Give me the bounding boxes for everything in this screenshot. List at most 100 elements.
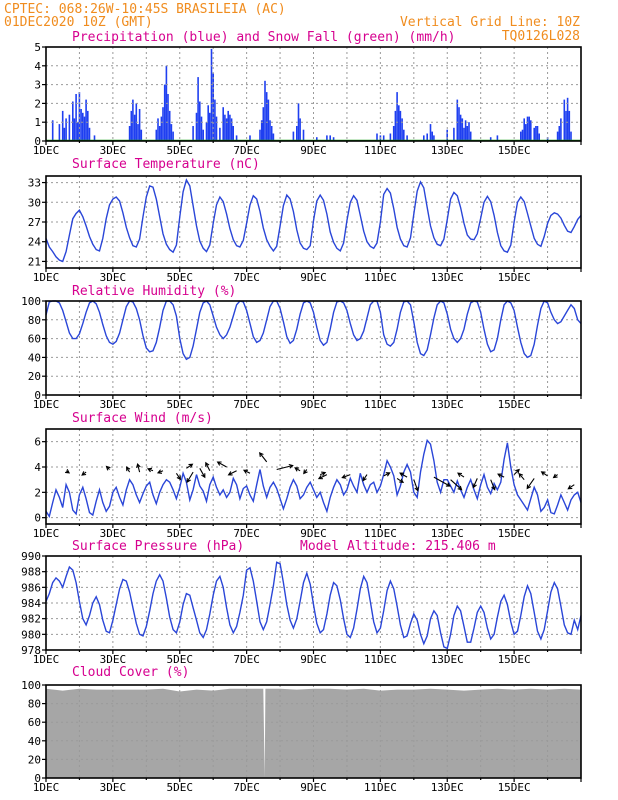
wind-arrow [146,467,154,473]
pressure-ytick-label: 990 [21,550,41,563]
humidity-ytick-label: 40 [28,351,41,364]
pressure-line [45,561,582,650]
wind-arrow [457,472,465,478]
precip-bar [132,99,134,141]
precip-bar [433,135,435,141]
precip-bar [168,110,171,141]
model-altitude-label: Model Altitude: 215.406 m [300,539,496,554]
precip-bar [521,129,524,141]
precip-bar [227,110,229,141]
precip-bar [229,114,231,141]
precip-bar [466,126,469,141]
wind-arrow [472,478,478,489]
wind-arrow [362,474,368,482]
wind-arrow [81,471,87,476]
wind-arrow [497,473,505,478]
precip-bar [78,92,81,141]
wind-arrow [450,479,463,491]
precip-bar [453,127,455,141]
temperature-line [45,178,582,263]
temperature-xtick-label: 7DEC [233,271,260,284]
cloud-cover-xtick-label: 13DEC [431,781,464,794]
precip-bar [332,137,335,141]
precip-bar [426,133,428,141]
pressure-xtick-label: 13DEC [431,653,464,666]
precip-bar [296,126,298,141]
humidity-ytick-label: 100 [21,295,41,308]
precip-bar [382,135,385,141]
wind-title: Surface Wind (m/s) [72,411,213,426]
precip-bar [468,122,470,141]
wind-arrow [136,462,141,473]
temperature-xtick-label: 9DEC [300,271,327,284]
precip-bar [396,92,398,141]
precip-bar [170,124,173,141]
temperature-ytick-label: 33 [28,177,41,190]
precip-bar [272,133,275,141]
precipitation-xtick-label: 1DEC [33,144,60,157]
precip-bar [73,118,76,141]
precip-bar [88,127,91,141]
wind-arrow [490,479,496,491]
precip-bar [565,110,567,141]
precip-bar [389,133,392,141]
precip-bar [399,110,402,141]
precip-bar [394,110,397,141]
precip-bar [87,110,89,141]
precip-bar [162,107,164,141]
precip-bar [133,114,136,141]
precip-bar [429,124,432,141]
precip-bar [51,120,54,141]
precip-bar [155,129,158,141]
wind-arrow [65,469,71,474]
precip-bar [262,107,265,141]
precip-bar [556,131,559,141]
temperature-title: Surface Temperature (nC) [72,157,260,172]
precip-bar [463,127,465,141]
precip-bar [224,114,226,141]
precip-bar [566,97,569,141]
precip-bar [160,116,163,141]
precip-bar [570,131,572,141]
precip-bar [533,127,535,141]
wind-arrow [205,461,211,472]
wind-arrow [383,472,391,477]
wind-arrow [276,463,294,471]
precip-bar [326,135,328,141]
precip-bar [202,129,204,141]
pressure-xtick-label: 15DEC [498,653,531,666]
pressure-ytick-label: 978 [21,644,41,657]
wind-ytick-label: 2 [34,486,41,499]
temperature-xtick-label: 5DEC [167,271,194,284]
precip-bar [235,135,238,141]
wind-arrow [518,472,525,481]
precip-bar [270,126,273,141]
pressure-xtick-label: 7DEC [233,653,260,666]
precip-bar [82,112,84,141]
precip-bar [225,118,228,141]
wind-arrow [199,468,206,479]
temperature-ytick-label: 21 [28,255,41,268]
precip-bar [329,135,331,141]
wind-arrow [175,472,182,481]
pressure-ytick-label: 984 [21,597,41,610]
precipitation-ytick-label: 1 [34,116,41,129]
precip-bar [77,122,79,141]
temperature-ytick-label: 30 [28,196,41,209]
humidity-xtick-label: 5DEC [167,398,194,411]
precip-bar [214,99,216,141]
pressure-xtick-label: 3DEC [100,653,127,666]
precip-bar [75,94,77,141]
precipitation-ytick-label: 0 [34,135,41,148]
cloud-cover-ytick-label: 100 [21,679,41,692]
precip-bar [525,124,527,141]
precip-bar [167,94,169,141]
precipitation-ytick-label: 2 [34,97,41,110]
temperature-xtick-label: 13DEC [431,271,464,284]
precip-bar [269,120,271,141]
precip-bar [61,110,64,141]
wind-arrow [216,461,227,468]
precip-bar [85,99,87,141]
precipitation-xtick-label: 9DEC [300,144,327,157]
wind-arrow [317,474,328,480]
